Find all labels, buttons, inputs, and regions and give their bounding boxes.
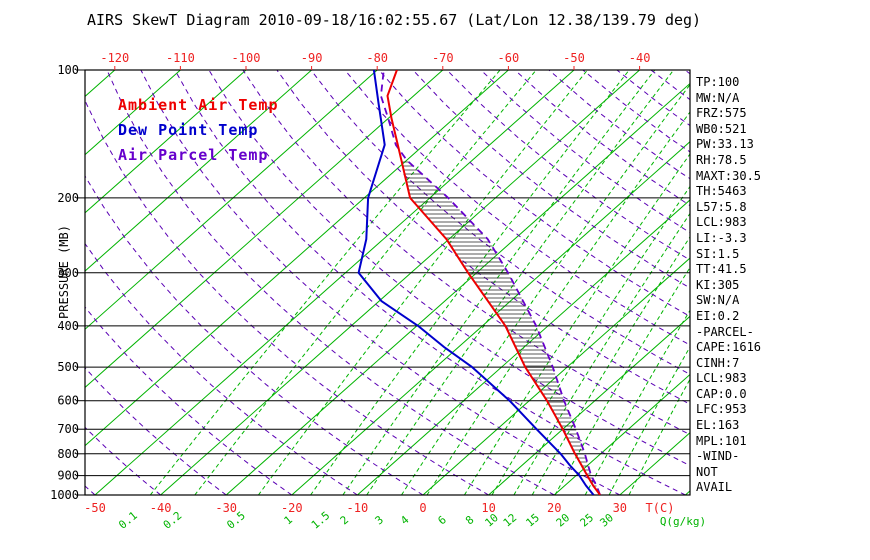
top-temp-tick-label: -120: [100, 51, 129, 65]
stat-line: KI:305: [696, 277, 740, 292]
stat-line: RH:78.5: [696, 152, 747, 167]
cape-hatch: [401, 161, 597, 487]
legend-ambient-label: Ambient Air Temp: [118, 96, 279, 114]
bottom-temp-tick-label: -20: [281, 501, 303, 515]
stats-panel: TP:100 MW:N/A FRZ:575 WB0:521 PW:33.13 R…: [696, 75, 761, 496]
stat-line: CINH:7: [696, 355, 740, 370]
bottom-temp-tick-label: -30: [215, 501, 237, 515]
bottom-temp-tick-label: -40: [150, 501, 172, 515]
top-temp-tick-label: -80: [366, 51, 388, 65]
stat-line: EI:0.2: [696, 308, 740, 323]
stat-line: AVAIL: [696, 480, 733, 495]
bottom-temp-tick-label: 20: [547, 501, 561, 515]
pressure-tick-label: 100: [57, 63, 79, 77]
legend-parcel-label: Air Parcel Temp: [118, 146, 269, 164]
stat-line: MPL:101: [696, 433, 747, 448]
mixing-ratio-tick-label: 1: [282, 513, 295, 527]
mixing-ratio-tick-label: 4: [398, 513, 412, 527]
stat-line: PW:33.13: [696, 137, 754, 152]
stat-line: CAPE:1616: [696, 340, 762, 355]
pressure-axis-label: PRESSURE (MB): [57, 225, 71, 319]
mixing-ratio-tick-label: 2: [338, 513, 351, 527]
pressure-tick-label: 1000: [50, 488, 79, 502]
top-temp-tick-label: -90: [301, 51, 323, 65]
bottom-temp-tick-label: -50: [84, 501, 106, 515]
bottom-temp-tick-label: 0: [419, 501, 426, 515]
mixing-ratio-tick-label: 6: [435, 513, 448, 527]
temp-axis-label: T(C): [646, 501, 675, 515]
stat-line: MAXT:30.5: [696, 168, 762, 183]
ambient-air-temp-curve: [386, 70, 601, 495]
stat-line: -WIND-: [696, 449, 740, 464]
chart-title: AIRS SkewT Diagram 2010-09-18/16:02:55.6…: [87, 11, 702, 29]
top-temp-tick-label: -70: [432, 51, 454, 65]
top-temp-tick-label: -60: [498, 51, 520, 65]
top-temp-tick-label: -110: [166, 51, 195, 65]
mixing-ratio-tick-label: 12: [501, 511, 520, 529]
isotherm-lines: [85, 70, 690, 495]
air-parcel-temp-curve: [379, 70, 601, 495]
bottom-temp-tick-label: 30: [613, 501, 627, 515]
pressure-tick-label: 500: [57, 360, 79, 374]
dew-point-temp-curve: [357, 70, 595, 495]
pressure-tick-label: 300: [57, 266, 79, 280]
chart-legend: Ambient Air Temp Dew Point Temp Air Parc…: [118, 93, 279, 168]
mixing-ratio-tick-label: 25: [578, 511, 597, 529]
top-temp-tick-label: -50: [563, 51, 585, 65]
bottom-temp-tick-label: 10: [481, 501, 495, 515]
stat-line: LFC:953: [696, 402, 747, 417]
mixing-ratio-tick-label: 3: [373, 513, 386, 527]
plot-border: [84, 69, 691, 496]
stat-line: L57:5.8: [696, 199, 747, 214]
stat-line: FRZ:575: [696, 106, 747, 121]
pressure-tick-label: 600: [57, 394, 79, 408]
stat-line: TP:100: [696, 75, 740, 89]
stat-line: NOT: [696, 464, 718, 479]
pressure-tick-label: 200: [57, 191, 79, 205]
mixing-ratio-tick-label: 8: [463, 513, 476, 527]
stat-line: SI:1.5: [696, 246, 740, 261]
stat-line: MW:N/A: [696, 90, 740, 105]
pressure-tick-label: 700: [57, 422, 79, 436]
pressure-tick-label: 900: [57, 469, 79, 483]
mixing-ratio-tick-label: 0.1: [116, 509, 140, 532]
mixing-ratio-tick-label: 1.5: [309, 509, 333, 532]
pressure-tick-label: 800: [57, 447, 79, 461]
mixing-ratio-tick-label: 15: [523, 511, 542, 529]
stat-line: LCL:983: [696, 371, 747, 386]
bottom-temp-tick-label: -10: [347, 501, 369, 515]
top-temp-tick-label: -40: [629, 51, 651, 65]
stat-line: LCL:983: [696, 215, 747, 230]
pressure-gridlines: [85, 197, 690, 477]
stat-line: TH:5463: [696, 184, 747, 199]
stat-line: TT:41.5: [696, 262, 747, 277]
stat-line: SW:N/A: [696, 293, 740, 308]
stat-line: WB0:521: [696, 121, 747, 136]
stat-line: EL:163: [696, 418, 740, 433]
legend-dewpoint-label: Dew Point Temp: [118, 121, 259, 139]
q-axis-label: Q(g/kg): [660, 515, 706, 528]
top-temp-tick-label: -100: [232, 51, 261, 65]
stat-line: CAP:0.0: [696, 386, 747, 401]
pressure-tick-label: 400: [57, 319, 79, 333]
stat-line: -PARCEL-: [696, 324, 754, 339]
stat-line: LI:-3.3: [696, 230, 747, 245]
